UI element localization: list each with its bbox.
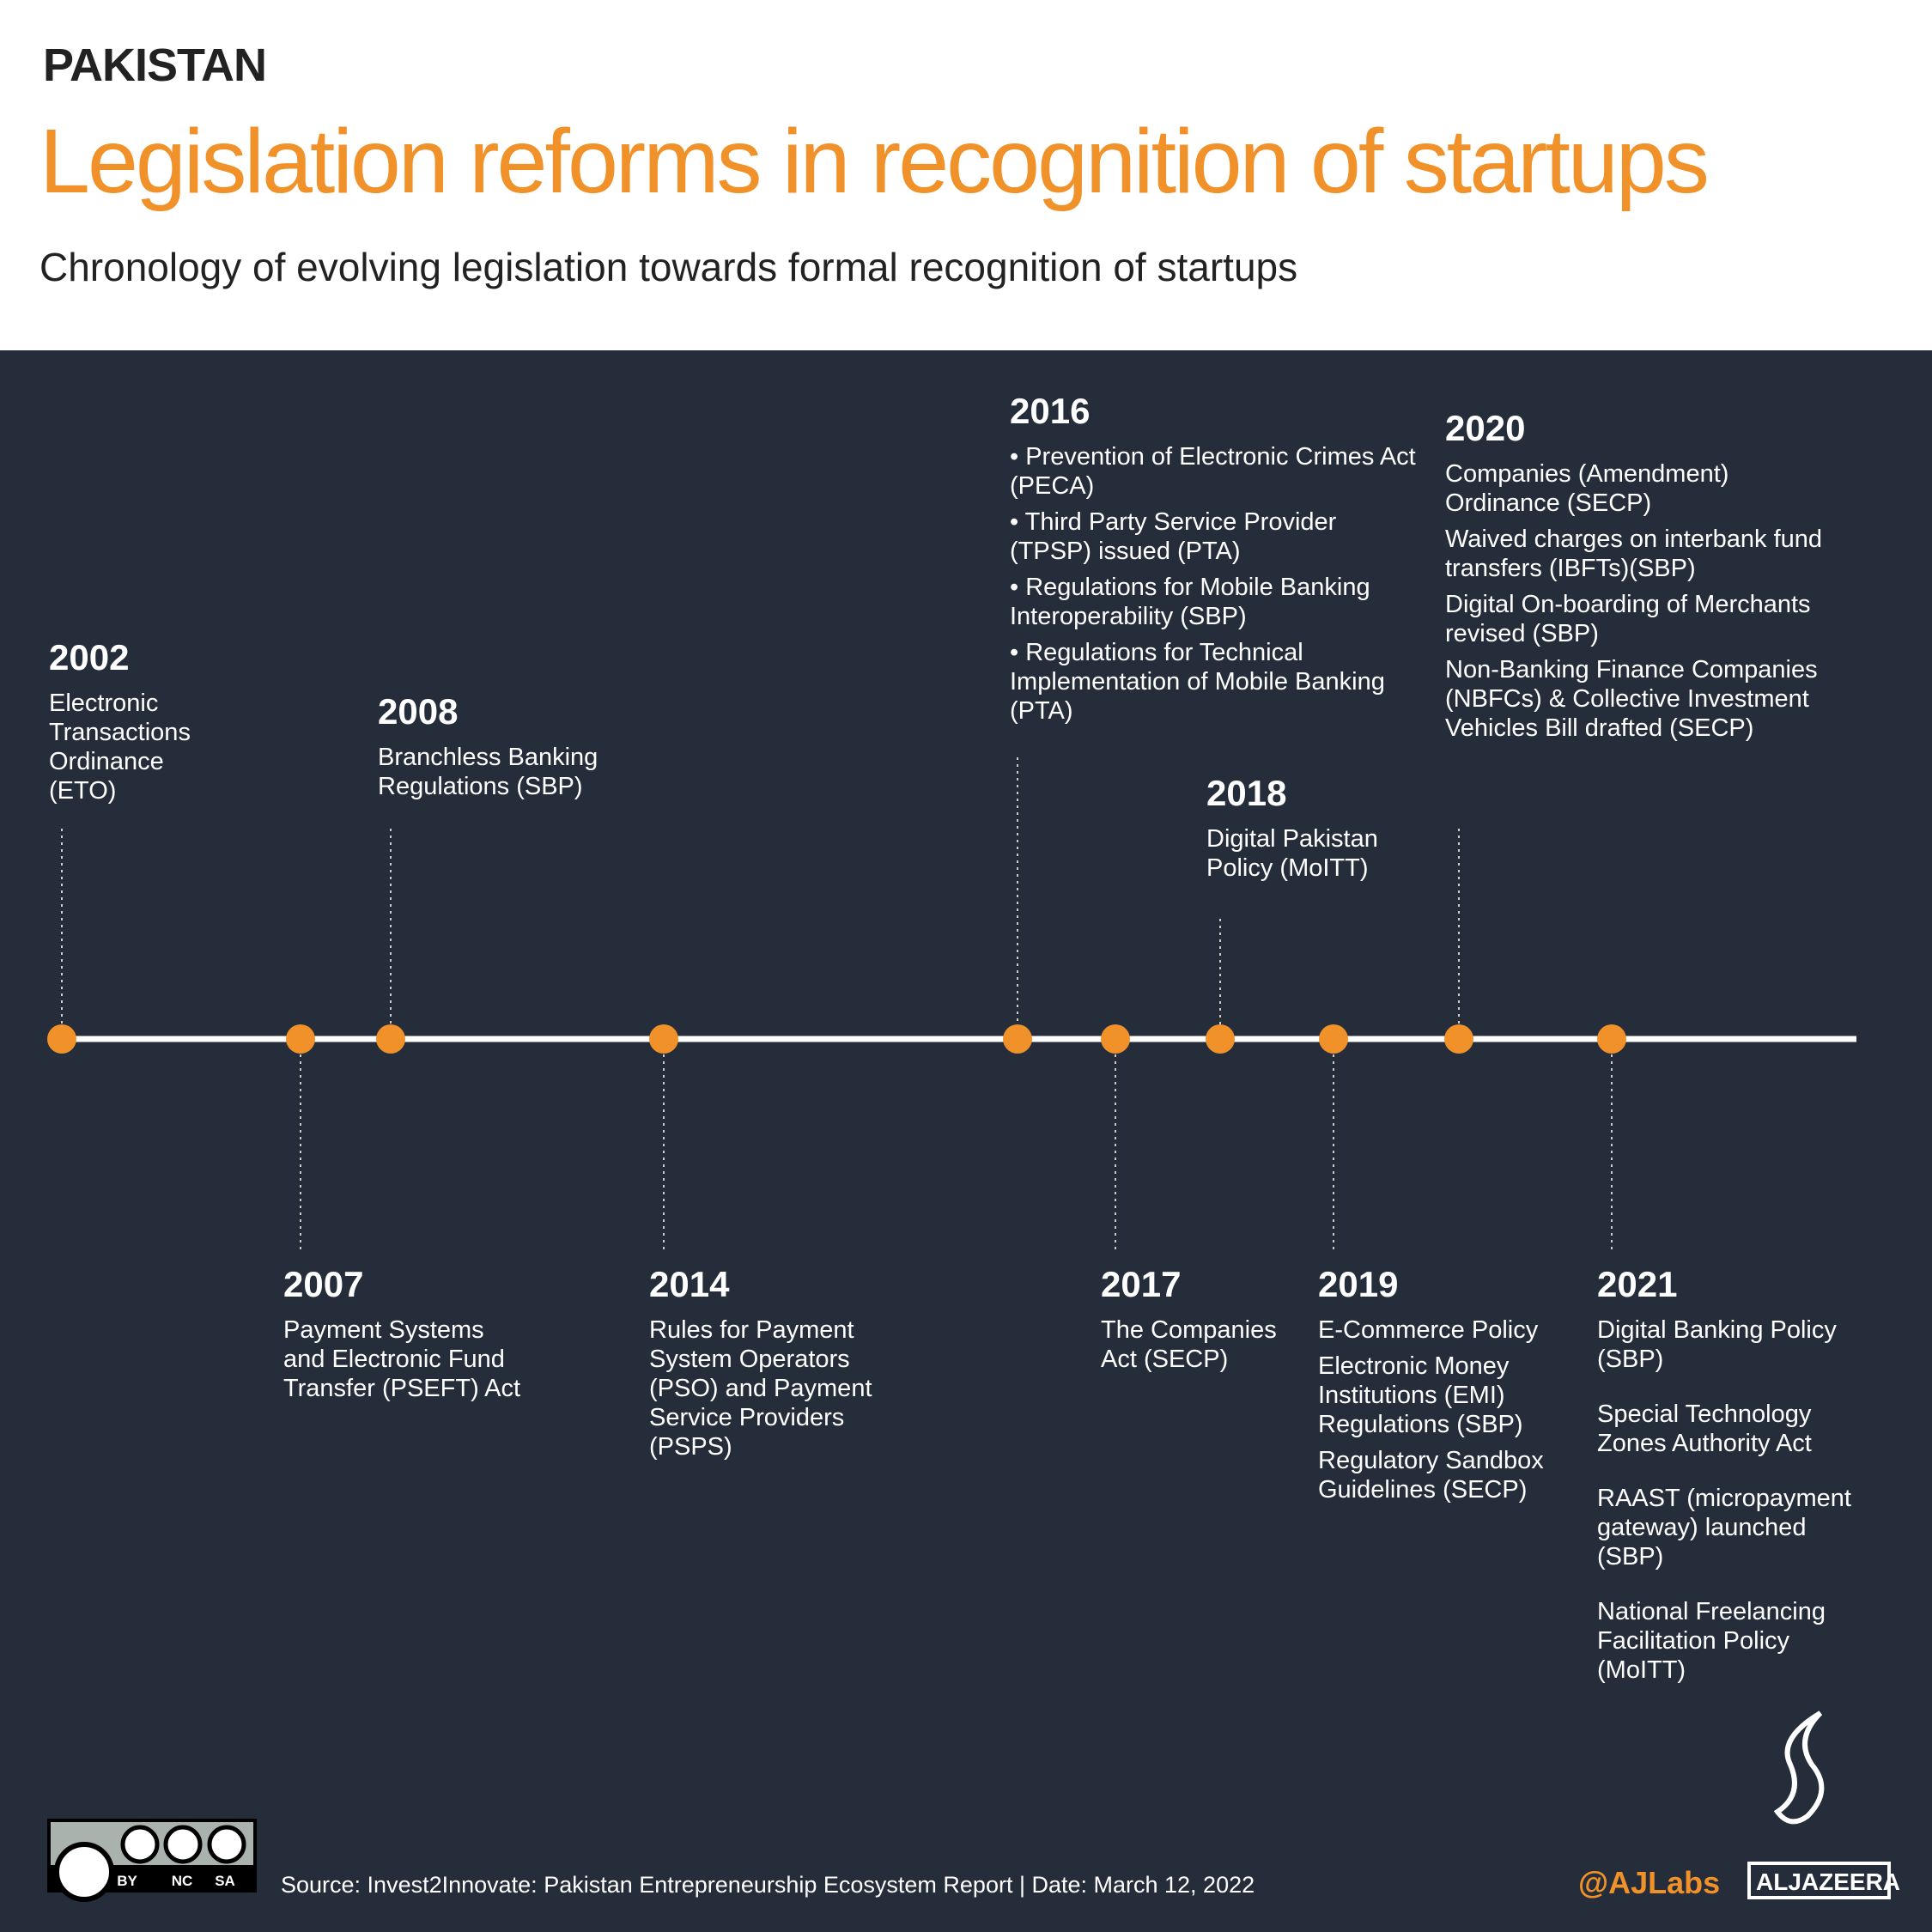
license-label: BY	[117, 1873, 137, 1889]
event-year: 2020	[1445, 408, 1526, 448]
event-dot	[376, 1024, 405, 1054]
event: 2020 Companies (Amendment) Ordinance (SEC…	[1445, 408, 1849, 750]
event: 2017 The Companies Act (SECP)	[1101, 1264, 1315, 1381]
license-label: SA	[215, 1873, 235, 1889]
event-dot	[1003, 1024, 1032, 1054]
event: 2002 Electronic Transactions Ordinance (E…	[49, 637, 238, 812]
aljazeera-emblem	[1773, 1710, 1825, 1825]
event-item: Electronic Money Institutions (EMI) Regu…	[1318, 1352, 1523, 1438]
event-item: Digital On-boarding of Merchants revised…	[1445, 591, 1811, 647]
event-dot	[1597, 1024, 1626, 1054]
event-year: 2002	[49, 637, 130, 677]
event-year: 2019	[1318, 1264, 1399, 1304]
event-year: 2014	[649, 1264, 730, 1304]
event-item: Digital Banking Policy (SBP)	[1597, 1316, 1837, 1373]
event-year: 2007	[283, 1264, 364, 1304]
event-item: • Prevention of Electronic Crimes Act (P…	[1010, 443, 1416, 500]
event-item: • Third Party Service Provider (TPSP) is…	[1010, 508, 1337, 565]
event: 2008 Branchless Banking Regulations (SBP)	[378, 691, 653, 808]
event-dot	[1101, 1024, 1130, 1054]
event-item: National Freelancing Facilitation Policy…	[1597, 1598, 1826, 1684]
event-dot	[47, 1024, 76, 1054]
event: 2014 Rules for Payment System Operators (…	[649, 1264, 915, 1468]
event-year: 2021	[1597, 1264, 1678, 1304]
event-item: Branchless Banking Regulations (SBP)	[378, 744, 598, 800]
event-dot	[649, 1024, 678, 1054]
event-dot	[1206, 1024, 1235, 1054]
event-year: 2016	[1010, 391, 1091, 431]
event-item: • Regulations for Technical Implementati…	[1010, 639, 1385, 725]
event-year: 2008	[378, 691, 459, 732]
event-item: Digital Pakistan Policy (MoITT)	[1206, 825, 1378, 882]
event-dot	[1319, 1024, 1348, 1054]
event-item: • Regulations for Mobile Banking Interop…	[1010, 574, 1370, 630]
header: PAKISTAN Legislation reforms in recognit…	[0, 0, 1932, 350]
event-item: RAAST (micropayment gateway) launched (S…	[1597, 1485, 1851, 1571]
event-item: Rules for Payment System Operators (PSO)…	[649, 1316, 872, 1461]
brand-box	[1747, 1862, 1891, 1899]
event-item: The Companies Act (SECP)	[1101, 1316, 1277, 1373]
event-item: Payment Systems and Electronic Fund Tran…	[283, 1316, 521, 1402]
event-item: Regulatory Sandbox Guidelines (SECP)	[1318, 1447, 1544, 1504]
event-item: Companies (Amendment) Ordinance (SECP)	[1445, 460, 1729, 517]
event: 2019 E-Commerce Policy Electronic Money In…	[1318, 1264, 1584, 1511]
license-label: NC	[172, 1873, 193, 1889]
event: 2016 • Prevention of Electronic Crimes Ac…	[1010, 391, 1422, 732]
event-item: Electronic Transactions Ordinance (ETO)	[49, 690, 191, 805]
event-item: Special Technology Zones Authority Act	[1597, 1400, 1812, 1457]
event-dot	[1444, 1024, 1473, 1054]
event: 2007 Payment Systems and Electronic Fund …	[283, 1264, 524, 1410]
event-item: Non-Banking Finance Companies (NBFCs) & …	[1445, 656, 1818, 742]
event-dot	[286, 1024, 315, 1054]
handle: @AJLabs	[1578, 1865, 1721, 1900]
kicker: PAKISTAN	[43, 39, 267, 91]
source: Source: Invest2Innovate: Pakistan Entrep…	[281, 1872, 1255, 1898]
cc-logo	[47, 1819, 257, 1902]
event: 2021 Digital Banking Policy (SBP) Special …	[1597, 1264, 1863, 1710]
event-year: 2018	[1206, 773, 1287, 813]
event: 2018 Digital Pakistan Policy (MoITT)	[1206, 773, 1404, 890]
title: Legislation reforms in recognition of st…	[39, 111, 1710, 212]
event-item: E-Commerce Policy	[1318, 1316, 1539, 1344]
brand: ALJAZEERA	[1756, 1868, 1901, 1895]
subtitle: Chronology of evolving legislation towar…	[39, 245, 1298, 289]
event-item: Waived charges on interbank fund transfe…	[1445, 526, 1823, 582]
event-year: 2017	[1101, 1264, 1182, 1304]
